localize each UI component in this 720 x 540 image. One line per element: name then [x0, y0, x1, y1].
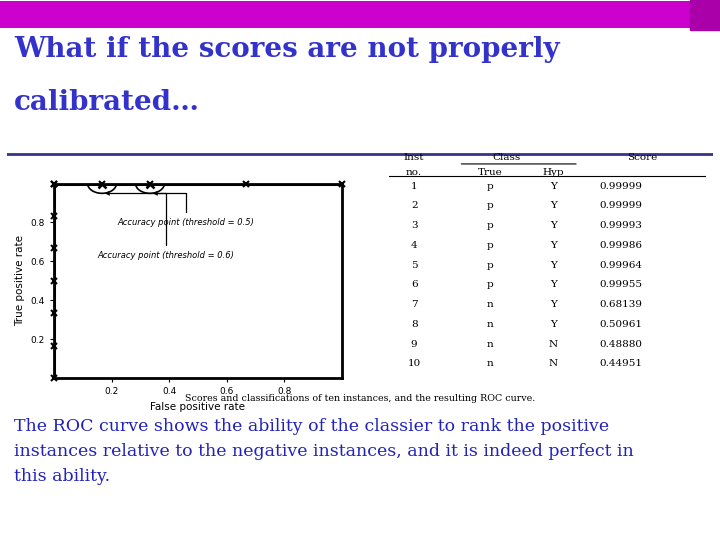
Text: 0.99955: 0.99955 [599, 280, 642, 289]
Text: 5: 5 [411, 261, 418, 269]
Text: n: n [487, 300, 493, 309]
Text: p: p [487, 241, 493, 250]
Text: What if the scores are not properly: What if the scores are not properly [14, 36, 560, 63]
Text: Accuracy point (threshold = 0.6): Accuracy point (threshold = 0.6) [97, 192, 234, 260]
Text: p: p [487, 201, 493, 211]
Text: Inst: Inst [404, 153, 424, 162]
Text: 0.99999: 0.99999 [599, 182, 642, 191]
Text: N: N [549, 359, 558, 368]
Text: 1: 1 [411, 182, 418, 191]
Text: 8: 8 [411, 320, 418, 329]
Text: 0.50961: 0.50961 [599, 320, 642, 329]
Text: 0.48880: 0.48880 [599, 340, 642, 348]
Text: p: p [487, 221, 493, 230]
Text: Y: Y [550, 300, 557, 309]
X-axis label: False positive rate: False positive rate [150, 402, 246, 411]
Text: calibrated…: calibrated… [14, 89, 200, 116]
Text: Y: Y [550, 201, 557, 211]
Text: The ROC curve shows the ability of the classier to rank the positive
instances r: The ROC curve shows the ability of the c… [14, 418, 634, 485]
Text: Score: Score [627, 153, 657, 162]
Text: no.: no. [406, 167, 422, 177]
Text: 4: 4 [411, 241, 418, 250]
Text: Y: Y [550, 221, 557, 230]
Text: n: n [487, 359, 493, 368]
Text: 6: 6 [411, 280, 418, 289]
Text: Class: Class [492, 153, 520, 162]
Text: p: p [487, 182, 493, 191]
Text: Y: Y [550, 280, 557, 289]
Text: 0.99986: 0.99986 [599, 241, 642, 250]
Text: N: N [549, 340, 558, 348]
Text: 2: 2 [411, 201, 418, 211]
Text: Y: Y [550, 320, 557, 329]
Text: True: True [478, 167, 503, 177]
Text: 0.99964: 0.99964 [599, 261, 642, 269]
Text: n: n [487, 320, 493, 329]
Text: 0.68139: 0.68139 [599, 300, 642, 309]
Text: p: p [487, 261, 493, 269]
Text: 0.99993: 0.99993 [599, 221, 642, 230]
Text: 9: 9 [411, 340, 418, 348]
Text: 3: 3 [411, 221, 418, 230]
Y-axis label: True positive rate: True positive rate [15, 235, 25, 326]
Text: 7: 7 [411, 300, 418, 309]
Text: 0.99999: 0.99999 [599, 201, 642, 211]
Text: Accuracy point (threshold = 0.5): Accuracy point (threshold = 0.5) [106, 192, 254, 227]
Text: 0.44951: 0.44951 [599, 359, 642, 368]
Text: Y: Y [550, 241, 557, 250]
Text: 10: 10 [408, 359, 420, 368]
Text: Hyp: Hyp [543, 167, 564, 177]
Text: p: p [487, 280, 493, 289]
Text: Y: Y [550, 261, 557, 269]
Text: Y: Y [550, 182, 557, 191]
Bar [690, 0, 720, 30]
Text: Scores and classifications of ten instances, and the resulting ROC curve.: Scores and classifications of ten instan… [185, 394, 535, 403]
Text: n: n [487, 340, 493, 348]
